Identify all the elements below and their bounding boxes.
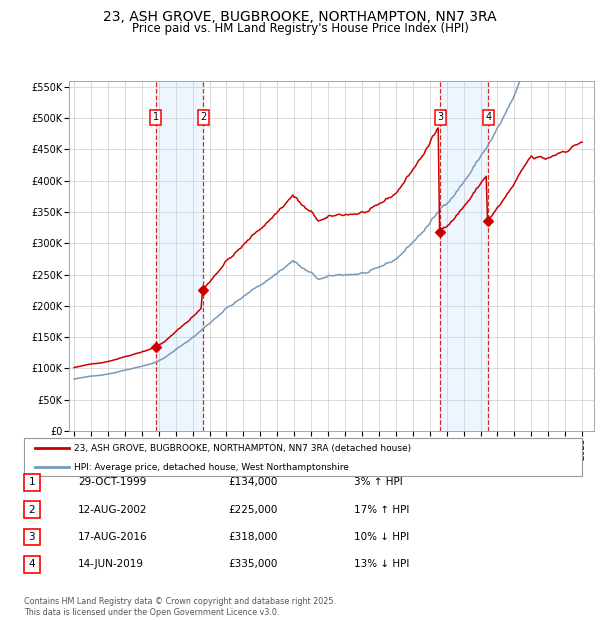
Text: 17-AUG-2016: 17-AUG-2016 [78,532,148,542]
Bar [156,81,203,431]
Text: Price paid vs. HM Land Registry's House Price Index (HPI): Price paid vs. HM Land Registry's House … [131,22,469,35]
Text: 2: 2 [28,505,35,515]
Bar [440,81,488,431]
Point [199,285,208,295]
Text: 3: 3 [437,112,443,122]
Text: 14-JUN-2019: 14-JUN-2019 [78,559,144,569]
Text: 12-AUG-2002: 12-AUG-2002 [78,505,148,515]
Point [436,227,445,237]
FancyBboxPatch shape [24,474,40,491]
FancyBboxPatch shape [24,556,40,573]
Text: 17% ↑ HPI: 17% ↑ HPI [354,505,409,515]
Text: 29-OCT-1999: 29-OCT-1999 [78,477,146,487]
Text: HPI: Average price, detached house, West Northamptonshire: HPI: Average price, detached house, West… [74,463,349,472]
FancyBboxPatch shape [24,438,582,476]
Text: 3% ↑ HPI: 3% ↑ HPI [354,477,403,487]
Text: 13% ↓ HPI: 13% ↓ HPI [354,559,409,569]
Text: 4: 4 [28,559,35,569]
FancyBboxPatch shape [24,528,40,546]
Text: £335,000: £335,000 [228,559,277,569]
FancyBboxPatch shape [24,501,40,518]
Text: 4: 4 [485,112,491,122]
Text: 3: 3 [28,532,35,542]
Text: 2: 2 [200,112,206,122]
Text: 23, ASH GROVE, BUGBROOKE, NORTHAMPTON, NN7 3RA (detached house): 23, ASH GROVE, BUGBROOKE, NORTHAMPTON, N… [74,443,412,453]
Text: 1: 1 [28,477,35,487]
Text: £134,000: £134,000 [228,477,277,487]
Text: 23, ASH GROVE, BUGBROOKE, NORTHAMPTON, NN7 3RA: 23, ASH GROVE, BUGBROOKE, NORTHAMPTON, N… [103,10,497,24]
Text: Contains HM Land Registry data © Crown copyright and database right 2025.
This d: Contains HM Land Registry data © Crown c… [24,598,336,617]
Text: 1: 1 [153,112,159,122]
Text: 10% ↓ HPI: 10% ↓ HPI [354,532,409,542]
Point [484,216,493,226]
Text: £318,000: £318,000 [228,532,277,542]
Point [151,342,161,352]
Text: £225,000: £225,000 [228,505,277,515]
